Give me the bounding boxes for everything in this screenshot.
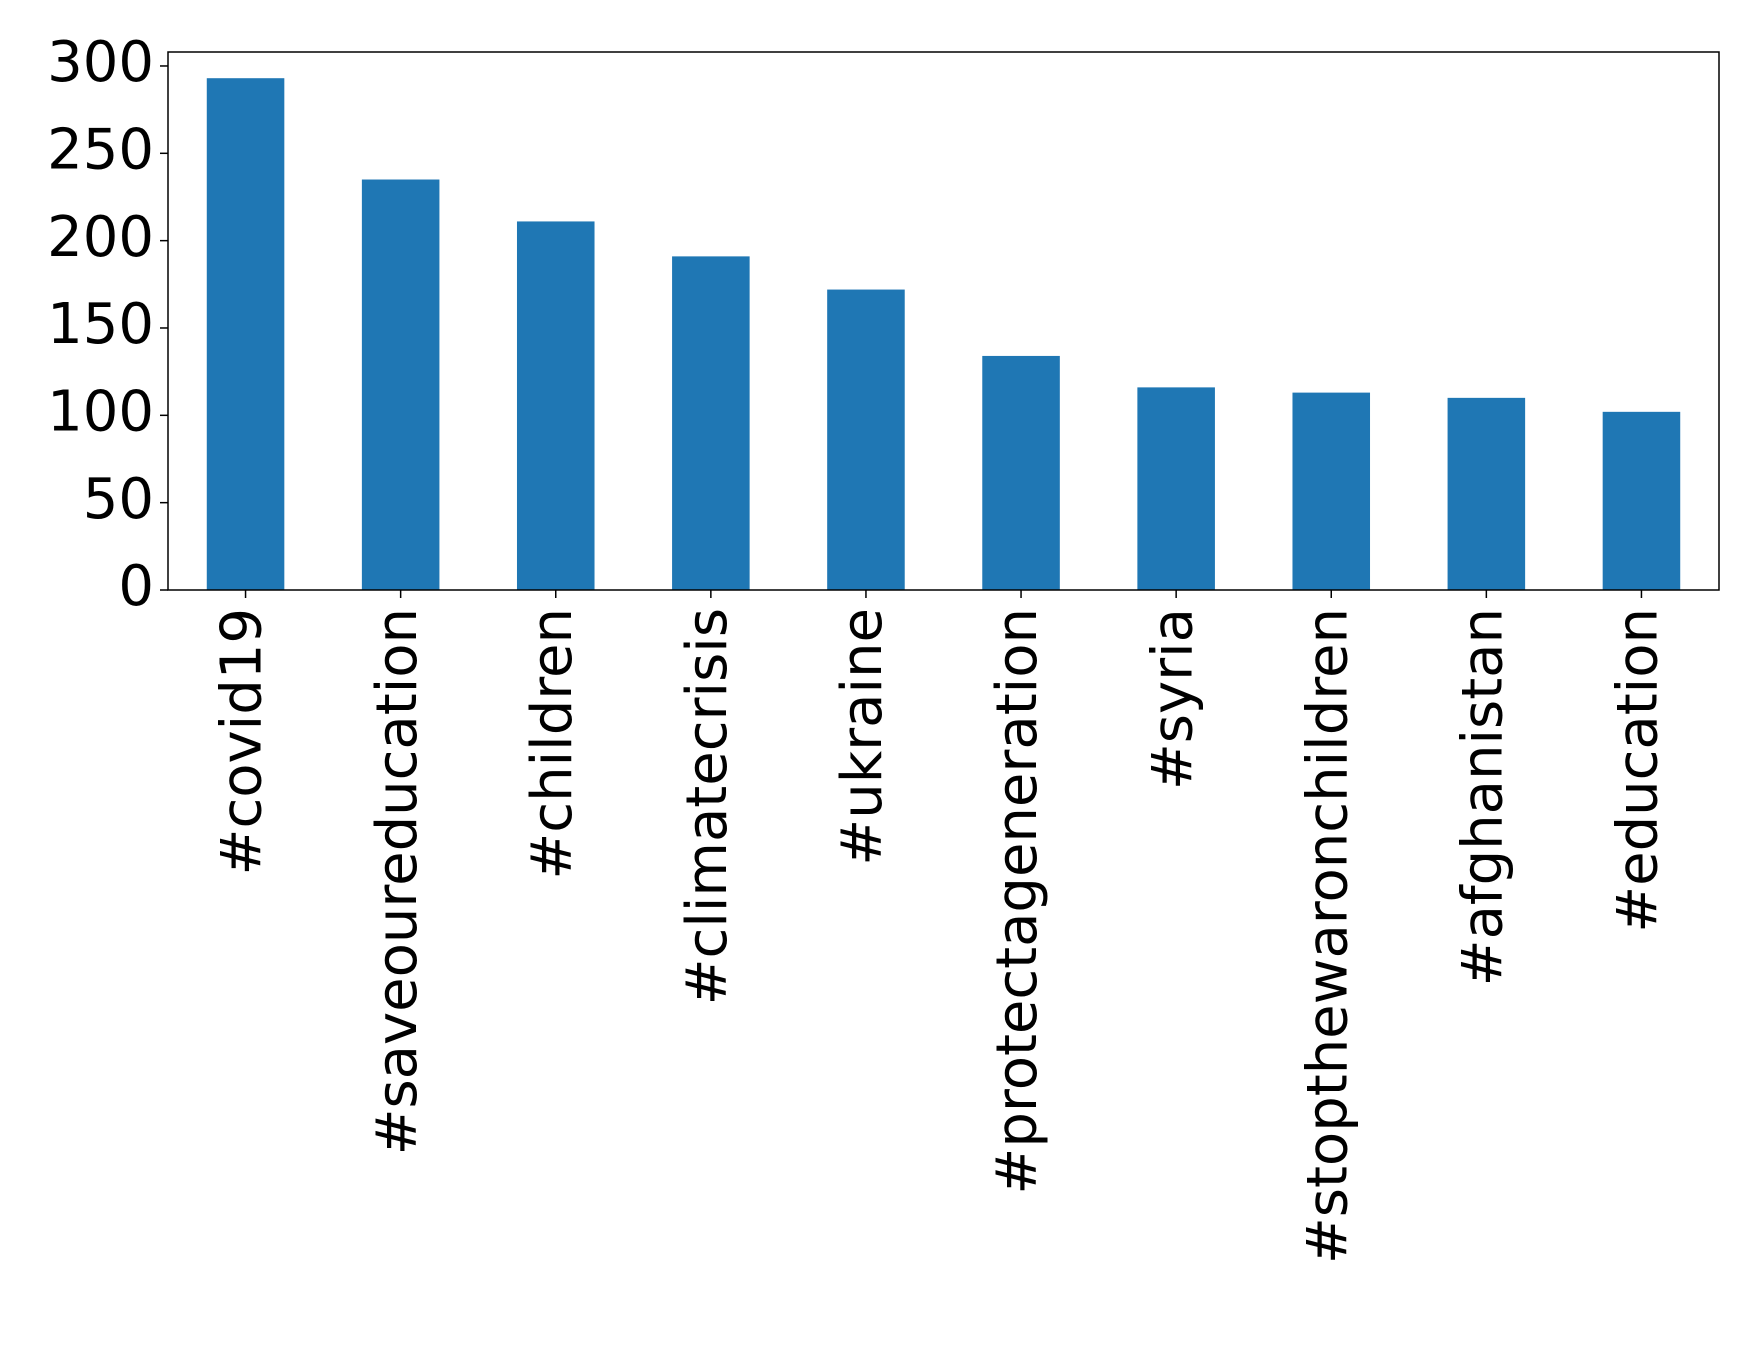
plot-frame — [167, 51, 1720, 591]
x-tick-label: #climatecrisis — [675, 608, 740, 1005]
x-tick-label: #children — [520, 608, 585, 880]
x-tick-label: #protectageneration — [985, 608, 1050, 1195]
y-tick-label: 50 — [83, 467, 154, 532]
bar — [361, 179, 440, 590]
bar — [1137, 387, 1215, 590]
x-tick-label: #syria — [1140, 608, 1205, 790]
x-tick-label: #covid19 — [210, 608, 275, 875]
y-tick-label: 250 — [47, 117, 154, 182]
bar — [1447, 397, 1526, 590]
x-tick-label: #education — [1606, 608, 1671, 933]
y-tick-label: 100 — [47, 379, 154, 444]
x-tick-label: #saveoureducation — [365, 608, 430, 1155]
x-tick-label: #ukraine — [830, 608, 895, 866]
y-tick-label: 0 — [118, 554, 154, 619]
y-tick-label: 200 — [47, 205, 154, 270]
x-tick-label: #afghanistan — [1450, 608, 1515, 986]
bar — [1292, 392, 1371, 590]
bar — [516, 221, 595, 590]
bar — [672, 256, 750, 590]
bar — [982, 355, 1060, 590]
bar — [206, 78, 285, 591]
y-tick-label: 300 — [47, 30, 154, 95]
y-tick-label: 150 — [47, 292, 154, 357]
bar — [827, 289, 905, 590]
bar — [1602, 411, 1681, 590]
x-tick-label: #stopthewaronchildren — [1295, 608, 1360, 1264]
